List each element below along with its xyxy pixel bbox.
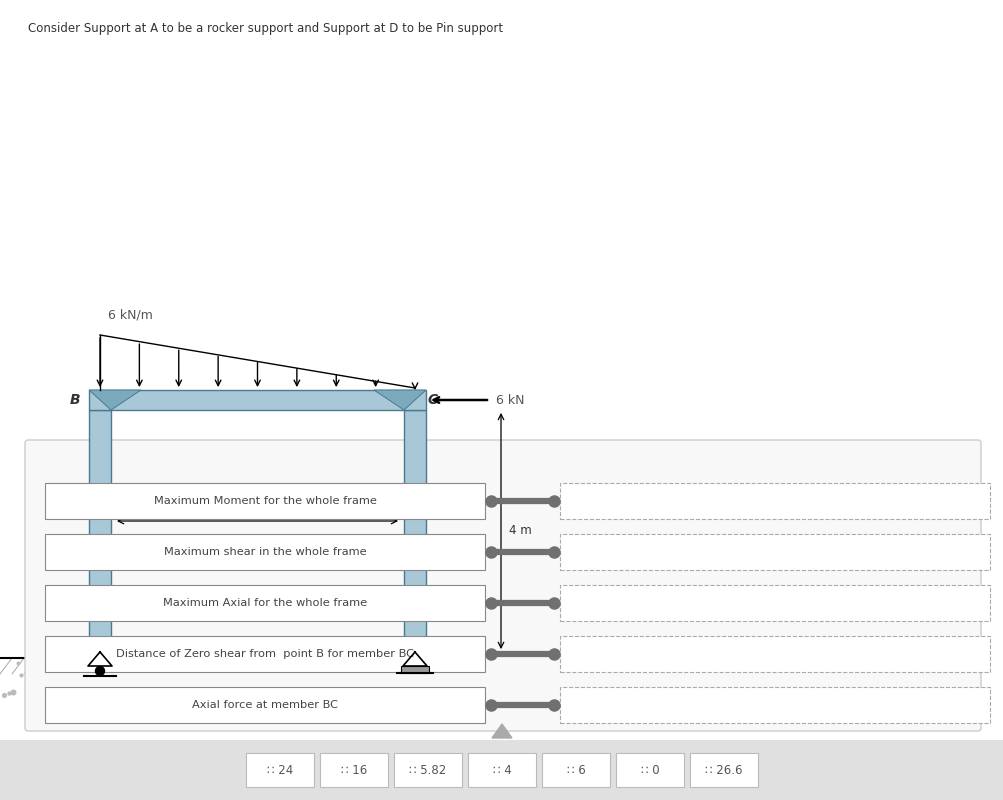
Bar — [560, 483, 989, 519]
Circle shape — [95, 666, 104, 675]
Text: ∷ 24: ∷ 24 — [267, 763, 293, 777]
Text: ∷ 16: ∷ 16 — [341, 763, 367, 777]
Bar — [45, 585, 484, 621]
Bar — [560, 687, 989, 723]
Bar — [542, 753, 610, 787]
Text: C: C — [427, 393, 437, 407]
Bar — [45, 687, 484, 723]
Polygon shape — [89, 390, 425, 410]
Text: A: A — [72, 650, 83, 664]
Text: ∷ 6: ∷ 6 — [566, 763, 585, 777]
Bar — [467, 753, 536, 787]
Bar — [45, 636, 484, 672]
Text: Maximum Axial for the whole frame: Maximum Axial for the whole frame — [162, 598, 367, 608]
Bar — [560, 585, 989, 621]
Text: 6 m: 6 m — [246, 501, 269, 514]
Bar — [400, 666, 428, 673]
Polygon shape — [403, 410, 425, 652]
Text: 6 kN: 6 kN — [495, 394, 524, 406]
Text: ∷ 26.6: ∷ 26.6 — [704, 763, 742, 777]
Bar — [560, 534, 989, 570]
Text: ∷ 5.82: ∷ 5.82 — [409, 763, 446, 777]
Text: Maximum shear in the whole frame: Maximum shear in the whole frame — [163, 547, 366, 557]
FancyBboxPatch shape — [25, 440, 980, 731]
Bar — [393, 753, 461, 787]
Bar — [45, 483, 484, 519]
Bar — [616, 753, 683, 787]
Text: Distance of Zero shear from  point B for member BC: Distance of Zero shear from point B for … — [116, 649, 413, 659]
Polygon shape — [491, 724, 512, 738]
Text: Consider Support at A to be a rocker support and Support at D to be Pin support: Consider Support at A to be a rocker sup… — [28, 22, 503, 35]
Polygon shape — [89, 410, 111, 652]
Text: Maximum Moment for the whole frame: Maximum Moment for the whole frame — [153, 496, 376, 506]
Bar — [320, 753, 387, 787]
Bar — [689, 753, 757, 787]
Bar — [0, 740, 1003, 800]
Text: 6 kN/m: 6 kN/m — [108, 308, 152, 321]
Polygon shape — [89, 390, 140, 410]
Text: D: D — [425, 650, 436, 664]
Text: Axial force at member BC: Axial force at member BC — [192, 700, 338, 710]
Bar — [560, 636, 989, 672]
Bar — [45, 534, 484, 570]
Bar — [246, 753, 314, 787]
Text: 4 m: 4 m — [509, 525, 532, 538]
Text: ∷ 4: ∷ 4 — [492, 763, 511, 777]
Polygon shape — [374, 390, 425, 410]
Text: ∷ 0: ∷ 0 — [640, 763, 659, 777]
Text: B: B — [69, 393, 80, 407]
